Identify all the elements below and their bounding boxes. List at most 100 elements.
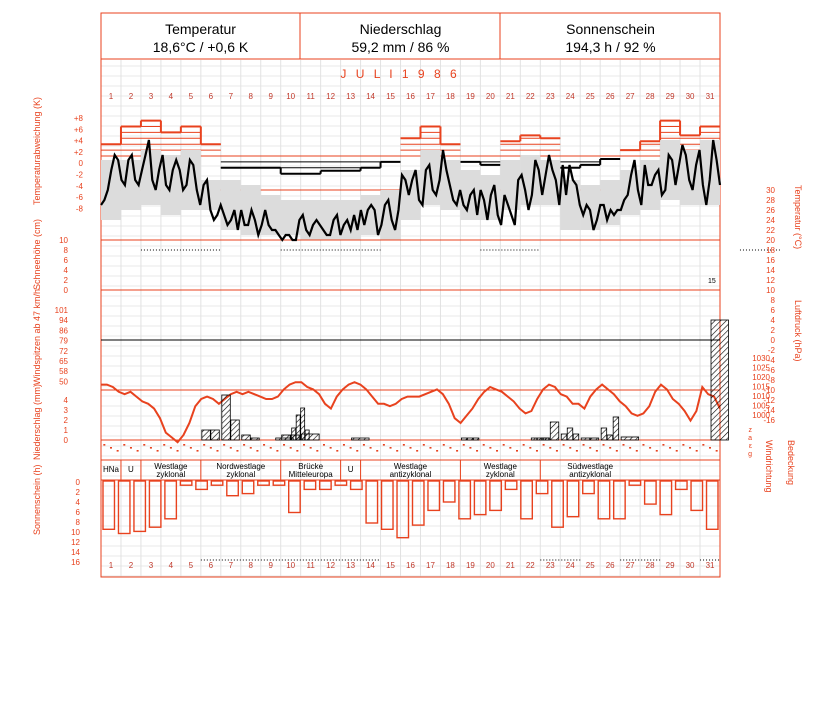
day-label-bottom: 16 bbox=[406, 561, 415, 570]
sunshine-bar bbox=[535, 480, 549, 495]
obs-marker bbox=[529, 447, 532, 449]
sunshine-tick: 14 bbox=[71, 548, 80, 557]
anomaly-tick: -2 bbox=[76, 171, 84, 180]
pressure-tick: 1010 bbox=[752, 392, 770, 401]
obs-marker bbox=[655, 450, 658, 452]
day-label-top: 20 bbox=[486, 92, 495, 101]
obs-code-label: g bbox=[748, 451, 752, 458]
weather-type-sub: zyklonal bbox=[156, 470, 185, 479]
obs-marker bbox=[149, 447, 152, 449]
anomaly-positive-outline bbox=[101, 119, 720, 152]
day-label-bottom: 26 bbox=[606, 561, 615, 570]
wind-tick: 94 bbox=[59, 316, 68, 325]
day-label-bottom: 10 bbox=[286, 561, 295, 570]
anomaly-tick: -6 bbox=[76, 193, 84, 202]
weather-type-sub: zyklonal bbox=[486, 470, 515, 479]
anomaly-negative-outline bbox=[220, 157, 621, 175]
obs-marker bbox=[702, 444, 705, 446]
precip-bar bbox=[560, 433, 568, 441]
obs-marker bbox=[196, 450, 199, 452]
sunshine-bar bbox=[504, 480, 518, 491]
sunshine-bar bbox=[597, 480, 611, 520]
sunshine-bar bbox=[349, 480, 363, 491]
precip-bar bbox=[600, 427, 608, 441]
cloud-cover-label: Bedeckung bbox=[786, 440, 796, 485]
temperature-tick: -2 bbox=[768, 346, 776, 355]
anomaly-tick: -8 bbox=[76, 204, 84, 213]
precip-axis-label: Niederschlag (mm) bbox=[32, 384, 42, 460]
sunshine-bar bbox=[102, 480, 116, 530]
weather-type-name: Südwestlage bbox=[567, 462, 613, 471]
day-label-bottom: 8 bbox=[249, 561, 254, 570]
obs-marker bbox=[569, 447, 572, 449]
snow-tick: 6 bbox=[64, 256, 69, 265]
obs-marker bbox=[209, 447, 212, 449]
obs-marker bbox=[382, 444, 385, 446]
temperature-tick: 26 bbox=[766, 206, 775, 215]
obs-marker bbox=[369, 447, 372, 449]
sunshine-tick: 4 bbox=[76, 498, 81, 507]
temperature-tick: 6 bbox=[771, 306, 776, 315]
sunshine-bar bbox=[303, 480, 317, 491]
day-label-bottom: 3 bbox=[149, 561, 154, 570]
obs-marker bbox=[602, 444, 605, 446]
obs-marker bbox=[342, 444, 345, 446]
sunshine-bar bbox=[334, 480, 348, 486]
obs-marker bbox=[489, 447, 492, 449]
month-title: J U L I 1 9 8 6 bbox=[340, 67, 459, 81]
temperature-tick: -16 bbox=[763, 416, 775, 425]
day-label-bottom: 22 bbox=[526, 561, 535, 570]
obs-marker bbox=[409, 447, 412, 449]
sunshine-bar bbox=[520, 480, 534, 520]
pressure-tick: 1005 bbox=[752, 402, 770, 411]
day-label-bottom: 2 bbox=[129, 561, 134, 570]
sunshine-tick: 6 bbox=[76, 508, 81, 517]
sunshine-bar bbox=[210, 480, 224, 486]
obs-marker bbox=[356, 450, 359, 452]
obs-marker bbox=[176, 450, 179, 452]
header-sunshine-label: Sonnenschein bbox=[566, 21, 655, 37]
temp-range-band bbox=[600, 180, 621, 225]
sunshine-bar bbox=[612, 480, 626, 520]
obs-marker bbox=[349, 447, 352, 449]
obs-marker bbox=[662, 444, 665, 446]
anomaly-tick: +4 bbox=[74, 137, 84, 146]
obs-marker bbox=[422, 444, 425, 446]
sunshine-bar bbox=[148, 480, 162, 528]
obs-marker bbox=[682, 444, 685, 446]
sunshine-tick: 2 bbox=[76, 488, 81, 497]
sunshine-bar bbox=[473, 480, 487, 516]
temperature-tick: -12 bbox=[763, 396, 775, 405]
obs-marker bbox=[695, 450, 698, 452]
sunshine-bar bbox=[643, 480, 657, 505]
pressure-axis-label: Luftdruck (hPa) bbox=[793, 300, 803, 362]
day-label-top: 25 bbox=[586, 92, 595, 101]
obs-marker bbox=[522, 444, 525, 446]
sunshine-bar bbox=[566, 480, 580, 518]
day-label-bottom: 24 bbox=[566, 561, 575, 570]
temp-range-band bbox=[101, 160, 121, 220]
obs-marker bbox=[183, 444, 186, 446]
temperature-tick: 4 bbox=[771, 316, 776, 325]
day-label-bottom: 11 bbox=[307, 561, 316, 570]
temp-range-band bbox=[620, 170, 641, 215]
day-label-top: 10 bbox=[286, 92, 295, 101]
anomaly-axis-label: Temperaturabweichung (K) bbox=[32, 97, 42, 205]
precip-bar bbox=[291, 427, 297, 441]
weather-type-name: Brücke bbox=[298, 462, 323, 471]
header-precipitation-value: 59,2 mm / 86 % bbox=[351, 39, 450, 55]
obs-marker bbox=[555, 450, 558, 452]
obs-marker bbox=[535, 450, 538, 452]
wind-tick: 86 bbox=[59, 326, 68, 335]
day-label-bottom: 20 bbox=[486, 561, 495, 570]
temperature-tick: 16 bbox=[766, 256, 775, 265]
temperature-tick: -8 bbox=[768, 376, 776, 385]
sunshine-tick: 16 bbox=[71, 558, 80, 567]
day-label-top: 5 bbox=[189, 92, 194, 101]
header-precipitation-label: Niederschlag bbox=[359, 21, 442, 37]
weather-type-name: Westlage bbox=[394, 462, 428, 471]
obs-marker bbox=[562, 444, 565, 446]
obs-marker bbox=[336, 450, 339, 452]
obs-marker bbox=[476, 450, 479, 452]
